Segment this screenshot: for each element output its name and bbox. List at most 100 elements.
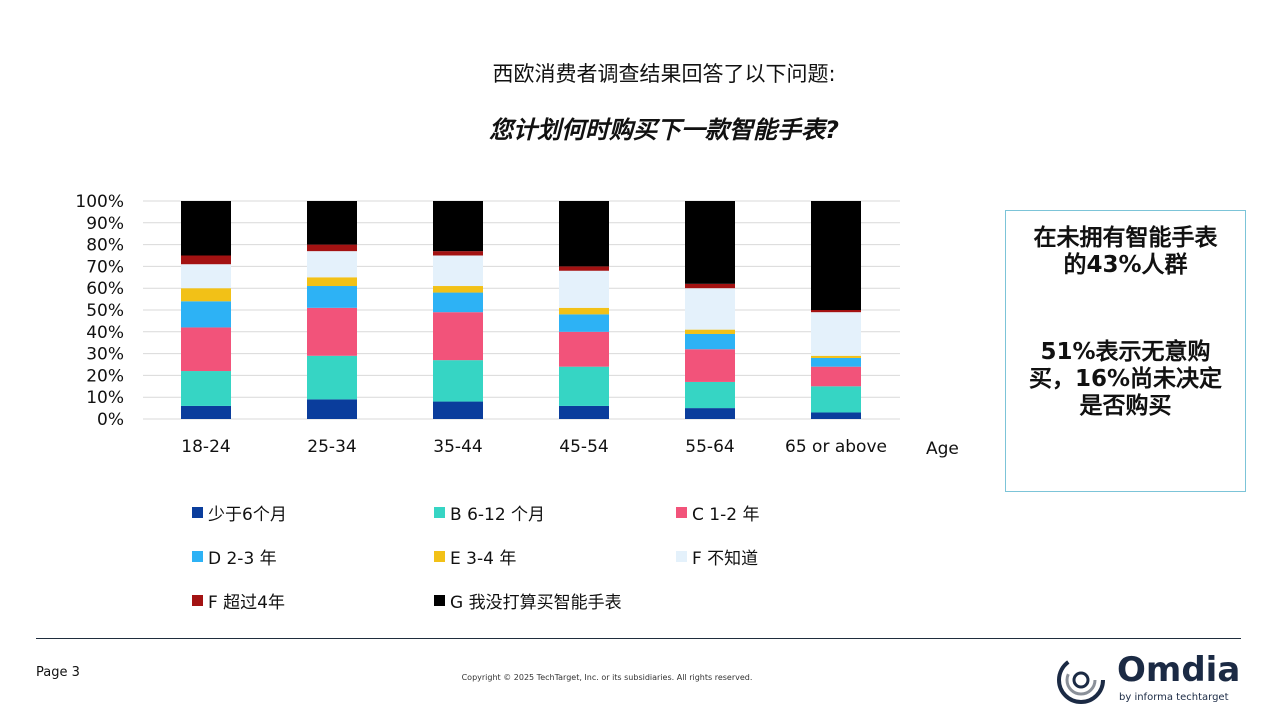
bar-segment (559, 366, 609, 406)
legend-label: B 6-12 个月 (450, 505, 546, 525)
bar-segment (685, 283, 735, 289)
bar-segment (811, 357, 861, 367)
legend-swatch (192, 551, 203, 562)
bar-segment (811, 412, 861, 419)
bar-segment (307, 277, 357, 287)
legend-swatch (676, 551, 687, 562)
legend-swatch (192, 507, 203, 518)
bar-segment (685, 333, 735, 350)
y-tick-label: 30% (86, 345, 124, 365)
bar-segment (811, 312, 861, 356)
omdia-logo: Omdia by informa techtarget (1055, 650, 1245, 708)
legend-label: C 1-2 年 (692, 505, 760, 525)
bar-segment (433, 201, 483, 252)
bar-segment (181, 405, 231, 419)
bar-segment (559, 314, 609, 332)
bar-segment (811, 366, 861, 387)
y-tick-label: 50% (86, 301, 124, 321)
y-tick-label: 90% (86, 214, 124, 234)
bar-segment (685, 381, 735, 409)
bar-segment (811, 201, 861, 310)
x-tick-label: 55-64 (685, 437, 734, 457)
bar-segment (433, 312, 483, 361)
bar-segment (181, 255, 231, 265)
bar-segment (559, 270, 609, 308)
bar-segment (559, 201, 609, 267)
omdia-swirl-icon (1057, 656, 1105, 704)
logo-tagline: by informa techtarget (1119, 692, 1229, 703)
bar-segment (811, 355, 861, 358)
legend-swatch (434, 551, 445, 562)
legend-label: D 2-3 年 (208, 549, 277, 569)
bar-segment (685, 408, 735, 419)
legend-swatch (676, 507, 687, 518)
legend-item: C 1-2 年 (676, 500, 759, 525)
bar-segment (559, 331, 609, 367)
bar-segment (811, 386, 861, 413)
bar-segment (433, 255, 483, 287)
y-tick-label: 70% (86, 257, 124, 277)
legend-swatch (434, 507, 445, 518)
page-number: Page 3 (36, 665, 80, 680)
bar-segment (685, 288, 735, 330)
x-tick-label: 35-44 (433, 437, 482, 457)
y-tick-label: 60% (86, 279, 124, 299)
legend-item: F 超过4年 (192, 588, 285, 613)
stacked-bar-chart: 0%10%20%30%40%50%60%70%80%90%100% 18-24 25… (75, 192, 959, 459)
slide-subtitle: 您计划何时购买下一款智能手表? (489, 116, 839, 144)
legend-item: G 我没打算买智能手表 (434, 588, 622, 613)
legend-label: E 3-4 年 (450, 549, 517, 569)
callout-box: 在未拥有智能手表的43%人群 51%表示无意购买，16%尚未决定是否购买 (1005, 210, 1246, 492)
legend-label: F 不知道 (692, 549, 759, 569)
x-tick-label: 25-34 (307, 437, 356, 457)
bar-segment (181, 201, 231, 256)
y-tick-label: 40% (86, 323, 124, 343)
copyright: Copyright © 2025 TechTarget, Inc. or its… (461, 673, 753, 682)
legend-item: B 6-12 个月 (434, 500, 545, 525)
bar-segment (433, 292, 483, 313)
y-tick-label: 100% (75, 192, 124, 212)
bar-segment (811, 310, 861, 313)
legend-label: G 我没打算买智能手表 (450, 593, 622, 613)
callout-line-1: 在未拥有智能手表的43%人群 (1033, 225, 1218, 278)
bar-segment (307, 201, 357, 245)
footer-divider (36, 638, 1241, 639)
bar-segment (307, 286, 357, 308)
bar-segment (307, 251, 357, 278)
bar-segment (181, 327, 231, 372)
bar-segment (685, 349, 735, 382)
bar-segment (307, 399, 357, 419)
bar-segment (559, 405, 609, 419)
bar-segment (181, 301, 231, 328)
bar-segment (685, 329, 735, 334)
bar-segment (559, 266, 609, 271)
bar-segment (433, 360, 483, 402)
bar-segment (685, 201, 735, 284)
legend-label: F 超过4年 (208, 593, 285, 613)
slide-title: 西欧消费者调查结果回答了以下问题: (492, 62, 836, 86)
legend-swatch (434, 595, 445, 606)
logo-wordmark: Omdia (1117, 650, 1241, 690)
legend-swatch (192, 595, 203, 606)
x-tick-label: 65 or above (785, 437, 887, 457)
bar-segment (433, 286, 483, 293)
bar-segment (181, 371, 231, 406)
bar-segment (559, 307, 609, 315)
legend-item: E 3-4 年 (434, 544, 516, 569)
y-tick-label: 20% (86, 366, 124, 386)
y-tick-label: 0% (97, 410, 124, 430)
legend-label: 少于6个月 (208, 505, 287, 525)
x-tick-label: 18-24 (181, 437, 230, 457)
bar-segment (181, 288, 231, 302)
bar-segment (181, 264, 231, 289)
legend-item: F 不知道 (676, 544, 758, 569)
bar-segment (307, 244, 357, 252)
x-tick-label: 45-54 (559, 437, 608, 457)
y-tick-label: 80% (86, 236, 124, 256)
legend-item: D 2-3 年 (192, 544, 277, 569)
bar-segment (307, 307, 357, 356)
y-tick-label: 10% (86, 388, 124, 408)
x-axis-label: Age (926, 439, 959, 459)
bar-segment (307, 355, 357, 400)
